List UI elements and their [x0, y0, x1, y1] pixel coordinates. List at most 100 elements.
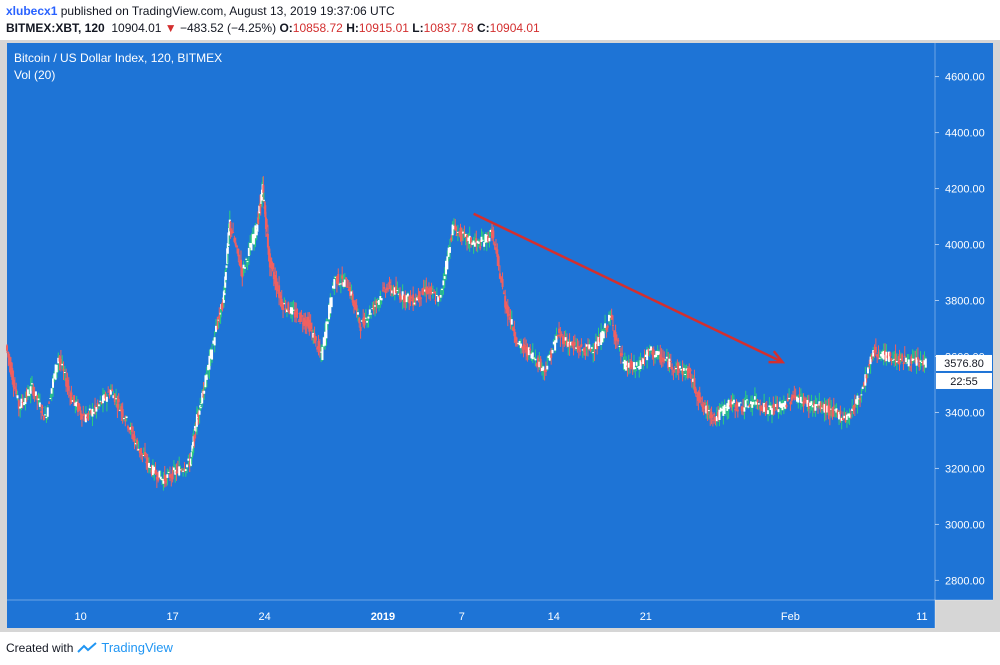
candle-body	[715, 415, 718, 422]
candle-body	[211, 349, 214, 360]
price-axis[interactable]	[935, 43, 993, 600]
candle-body	[438, 295, 441, 298]
candle-body	[250, 243, 253, 251]
candle-body	[351, 293, 354, 303]
candle-body	[434, 299, 437, 301]
candle-body	[213, 337, 216, 346]
candle-body	[345, 277, 348, 280]
candle-body	[309, 322, 312, 330]
candle-body	[890, 359, 893, 361]
candle-body	[811, 405, 814, 408]
candle-body	[204, 375, 207, 388]
x-tick-label: 7	[459, 611, 465, 623]
candle-body	[83, 417, 86, 422]
candle-body	[551, 349, 554, 354]
candle-body	[356, 312, 359, 315]
candle-body	[238, 261, 241, 266]
candle-body	[335, 276, 338, 284]
candle-body	[346, 286, 349, 288]
candle-body	[781, 403, 784, 411]
candle-body	[125, 416, 128, 419]
candle-body	[374, 305, 377, 307]
candle-body	[310, 330, 313, 332]
candle-body	[711, 419, 714, 421]
candle-body	[571, 342, 574, 346]
candle-body	[731, 401, 734, 405]
candle-body	[383, 287, 386, 289]
candle-body	[891, 359, 894, 361]
candle-body	[487, 236, 490, 242]
tradingview-brand[interactable]: TradingView	[101, 640, 173, 655]
candle-body	[632, 362, 635, 370]
candle-body	[109, 389, 112, 395]
candle-body	[104, 394, 107, 399]
candle-body	[464, 233, 467, 237]
candle-body	[406, 293, 409, 297]
candle-body	[268, 253, 271, 268]
candle-body	[701, 404, 704, 408]
candle-body	[283, 303, 286, 305]
candle-body	[217, 319, 220, 321]
candle-body	[443, 276, 446, 279]
candle-body	[227, 232, 230, 246]
candle-body	[855, 399, 858, 404]
candle-body	[840, 417, 843, 421]
candle-body	[74, 402, 77, 406]
candle-body	[458, 231, 461, 233]
down-triangle-icon: ▼	[164, 21, 177, 35]
candle-body	[412, 294, 415, 306]
candle-body	[228, 228, 231, 236]
candle-body	[141, 453, 144, 455]
candle-body	[431, 292, 434, 294]
candle-body	[233, 238, 236, 242]
candle-body	[668, 358, 671, 368]
candle-body	[534, 358, 537, 361]
candle-body	[289, 307, 292, 314]
candle-body	[451, 224, 454, 236]
candle-body	[886, 355, 889, 358]
candle-body	[439, 294, 442, 298]
candle-body	[46, 407, 49, 417]
candle-body	[282, 303, 285, 310]
candle-body	[609, 315, 612, 318]
candle-body	[635, 362, 638, 366]
time-axis[interactable]	[7, 600, 935, 628]
candle-body	[247, 247, 250, 256]
candle-body	[923, 360, 926, 365]
candle-body	[642, 358, 645, 365]
candle-body	[764, 404, 767, 408]
candle-body	[884, 350, 887, 355]
candle-body	[726, 403, 729, 411]
candle-body	[360, 320, 363, 322]
candle-body	[121, 409, 124, 417]
plot-area[interactable]	[7, 43, 935, 600]
candle-body	[530, 353, 533, 359]
price-chart[interactable]: 4600.004400.004200.004000.003800.003600.…	[0, 40, 1000, 632]
candle-body	[606, 325, 609, 328]
candle-body	[568, 342, 571, 348]
candle-body	[130, 426, 133, 432]
candle-body	[573, 342, 576, 346]
candle-body	[27, 389, 30, 396]
candle-body	[893, 358, 896, 360]
candle-body	[445, 260, 448, 275]
candle-body	[435, 295, 438, 297]
candle-body	[749, 401, 752, 405]
candle-body	[588, 344, 591, 350]
candle-body	[364, 317, 367, 319]
candle-body	[872, 350, 875, 357]
candle-body	[618, 346, 621, 348]
candle-body	[54, 364, 57, 380]
author-link[interactable]: xlubecx1	[6, 4, 58, 18]
candle-body	[882, 350, 885, 360]
annotation-group	[473, 212, 786, 364]
candle-body	[245, 258, 248, 260]
candle-body	[843, 415, 846, 419]
candle-body	[565, 340, 568, 346]
candle-body	[795, 396, 798, 402]
candle-body	[433, 291, 436, 294]
candle-body	[621, 353, 624, 355]
candle-body	[895, 360, 898, 363]
candle-body	[328, 304, 331, 320]
candle-body	[165, 476, 168, 484]
